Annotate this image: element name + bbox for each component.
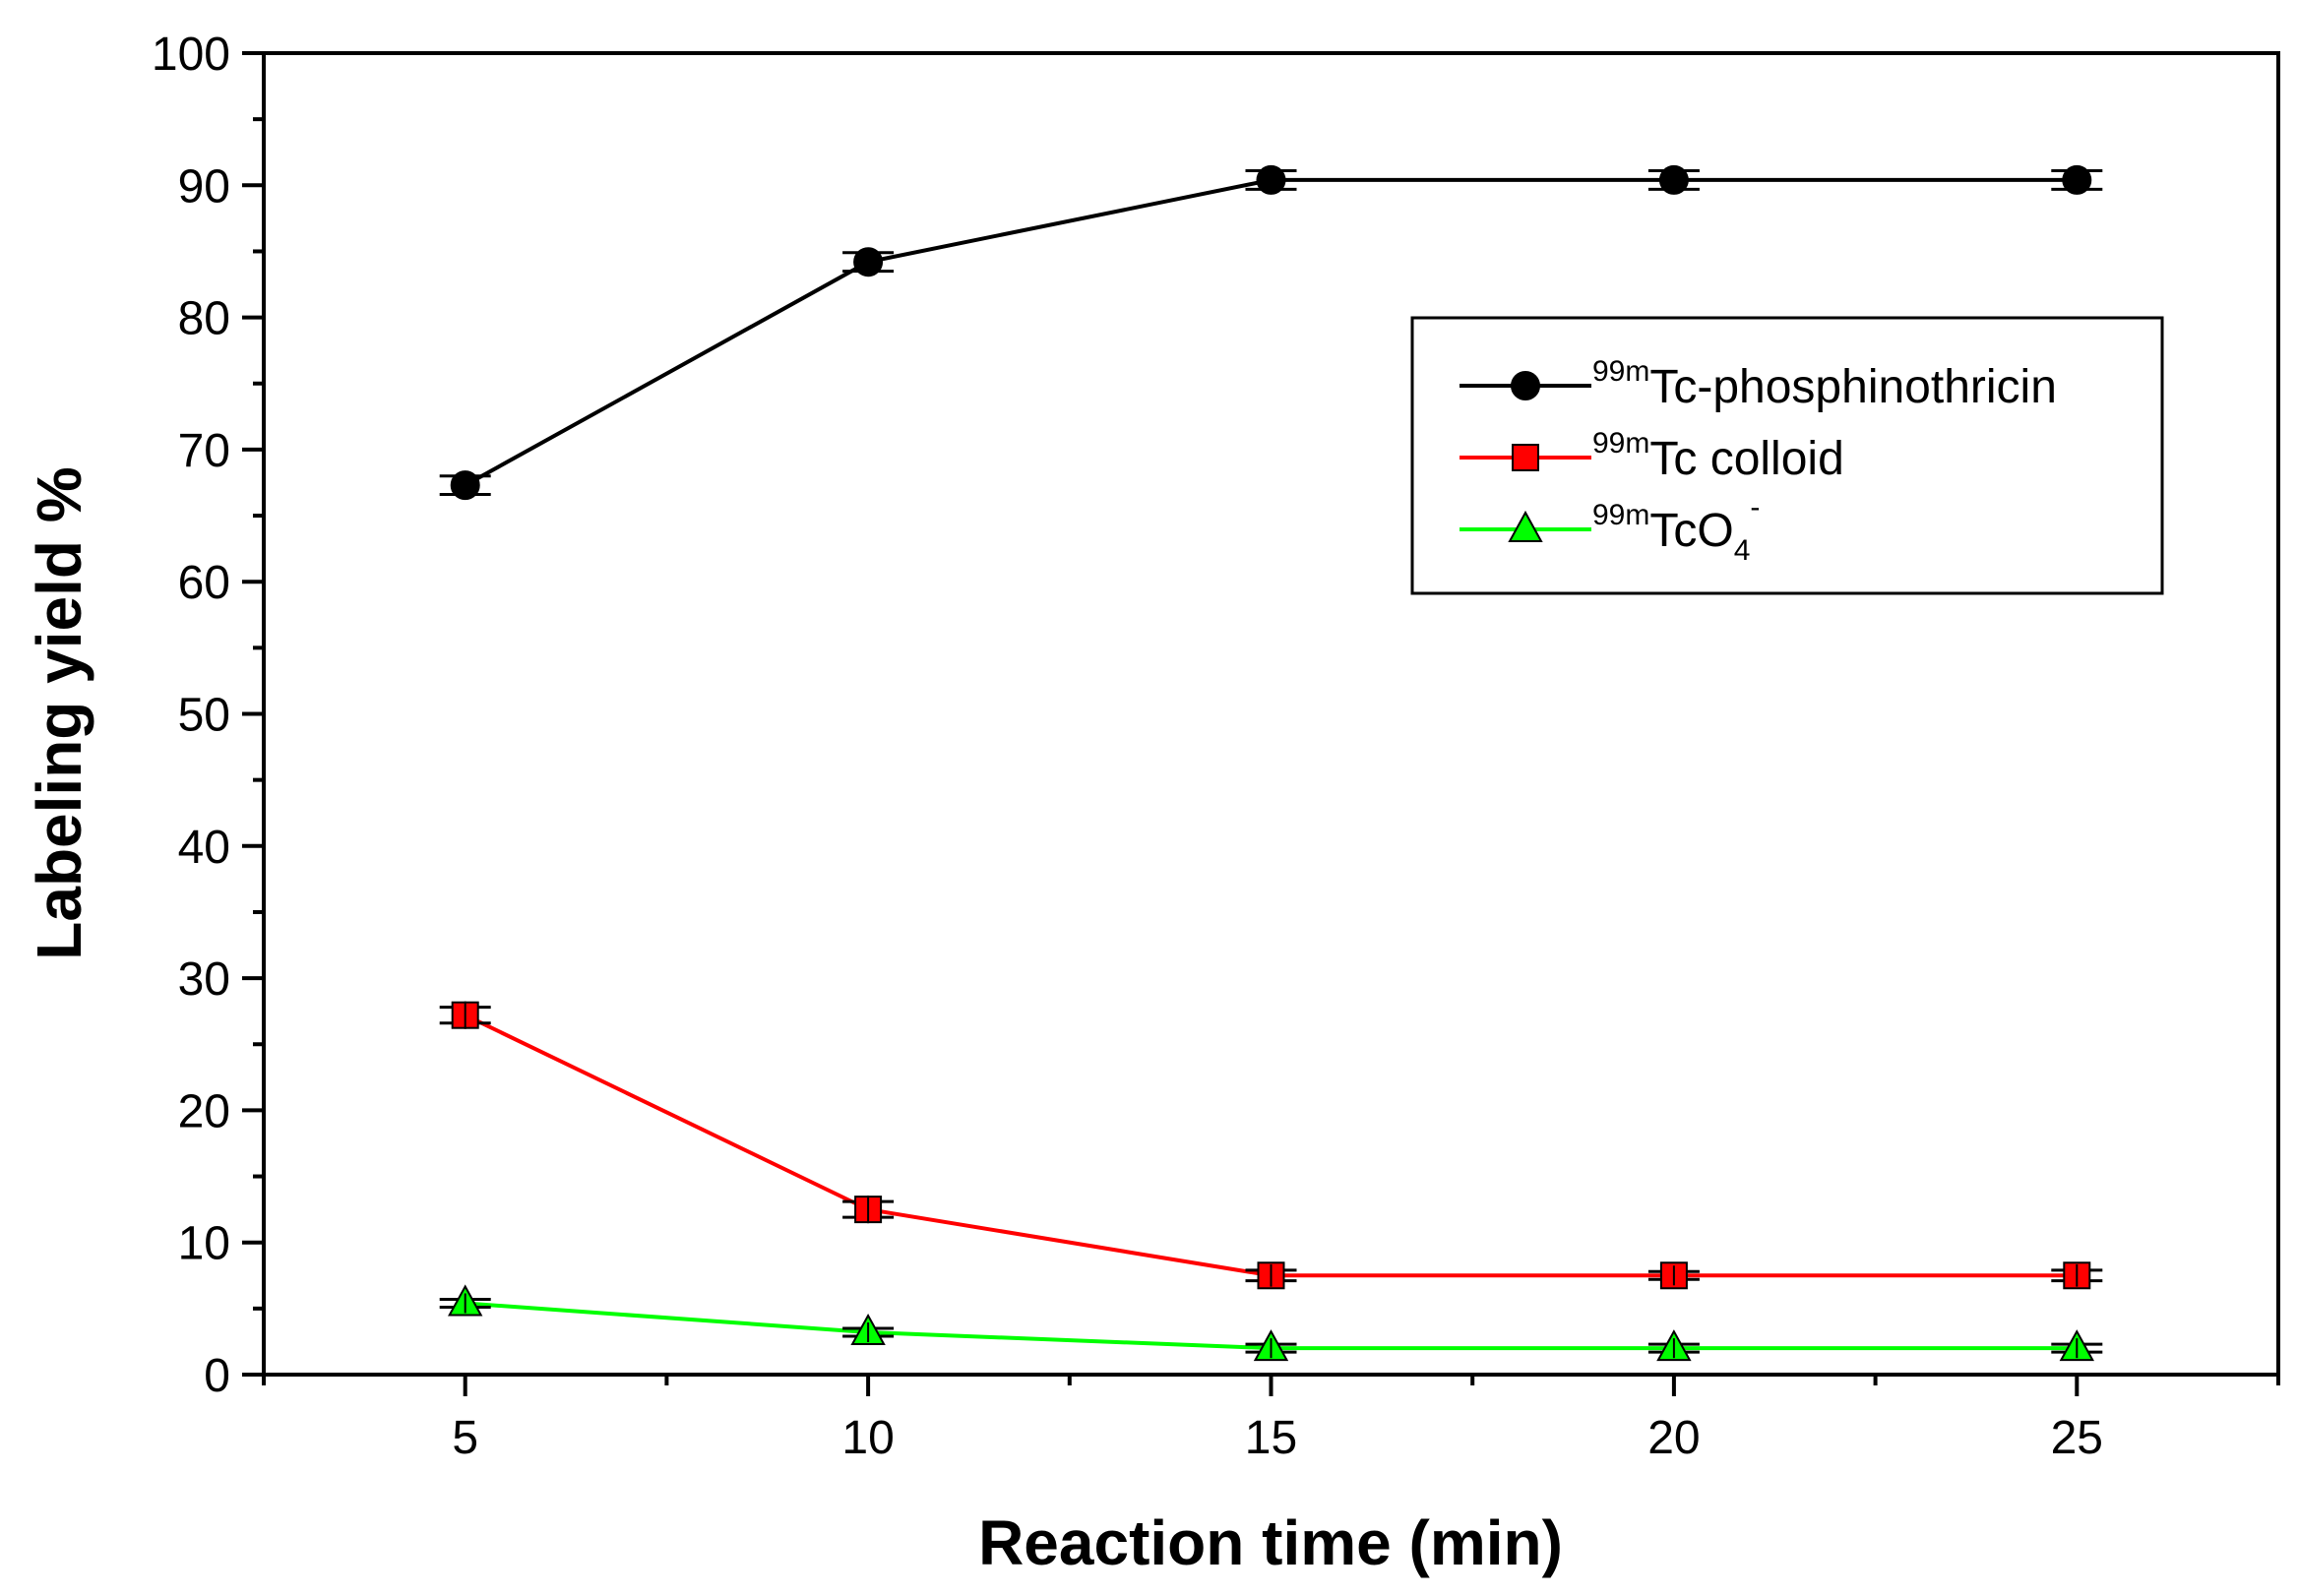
y-tick-label: 20 — [178, 1085, 230, 1137]
y-tick-label: 0 — [204, 1350, 230, 1402]
y-tick-label: 80 — [178, 293, 230, 345]
legend-entry: 99mTcO4 - — [1460, 491, 1760, 567]
legend-label-main: Tc colloid — [1649, 433, 1843, 485]
y-tick-label: 90 — [178, 160, 230, 213]
x-tick-label: 25 — [2051, 1412, 2103, 1464]
data-point — [853, 247, 884, 277]
legend-marker — [1511, 371, 1540, 400]
data-point — [450, 470, 480, 501]
legend-entry: 99mTc colloid — [1460, 427, 1844, 485]
series-triangle — [439, 1284, 2103, 1362]
series-circle — [439, 164, 2103, 501]
legend-label-sub: 4 — [1734, 534, 1751, 567]
y-tick-label: 100 — [152, 29, 230, 81]
y-tick-label: 10 — [178, 1218, 230, 1270]
legend-label-sup: 99m — [1592, 427, 1649, 460]
y-tick-label: 70 — [178, 425, 230, 477]
legend-label-charge: - — [1750, 491, 1760, 523]
x-tick-label: 15 — [1245, 1412, 1297, 1464]
x-tick-label: 20 — [1647, 1412, 1700, 1464]
y-tick-label: 40 — [178, 822, 230, 874]
legend-label-sup: 99m — [1592, 355, 1649, 388]
legend-label-main: Tc-phosphinothricin — [1649, 361, 2057, 413]
data-point — [2062, 164, 2092, 195]
x-axis-ticks: 5 10 15 20 25 — [262, 1375, 2280, 1464]
legend-label: 99mTc colloid — [1592, 427, 1844, 485]
x-tick-label: 5 — [452, 1412, 478, 1464]
y-axis-ticks: 0 10 20 30 40 50 60 70 80 90 100 — [152, 29, 264, 1402]
legend-label-sup: 99m — [1592, 499, 1649, 531]
legend-marker — [1512, 444, 1539, 471]
y-tick-label: 30 — [178, 953, 230, 1006]
series-line — [464, 1013, 2078, 1278]
y-tick-label: 60 — [178, 557, 230, 609]
legend-label: 99mTc-phosphinothricin — [1592, 355, 2057, 413]
data-point — [1256, 164, 1286, 195]
y-axis-title: Labeling yield % — [24, 466, 94, 959]
data-point — [1658, 164, 1689, 195]
legend-entry: 99mTc-phosphinothricin — [1460, 355, 2057, 413]
legend-label: 99mTcO4 - — [1592, 491, 1760, 567]
x-tick-label: 10 — [841, 1412, 894, 1464]
series-square — [439, 1001, 2103, 1290]
plot-frame — [262, 51, 2280, 1377]
x-axis-title: Reaction time (min) — [978, 1507, 1563, 1578]
series-layer — [439, 164, 2103, 1362]
legend-marker — [1508, 510, 1543, 542]
legend-label-main: TcO — [1649, 505, 1733, 557]
y-tick-label: 50 — [178, 690, 230, 742]
